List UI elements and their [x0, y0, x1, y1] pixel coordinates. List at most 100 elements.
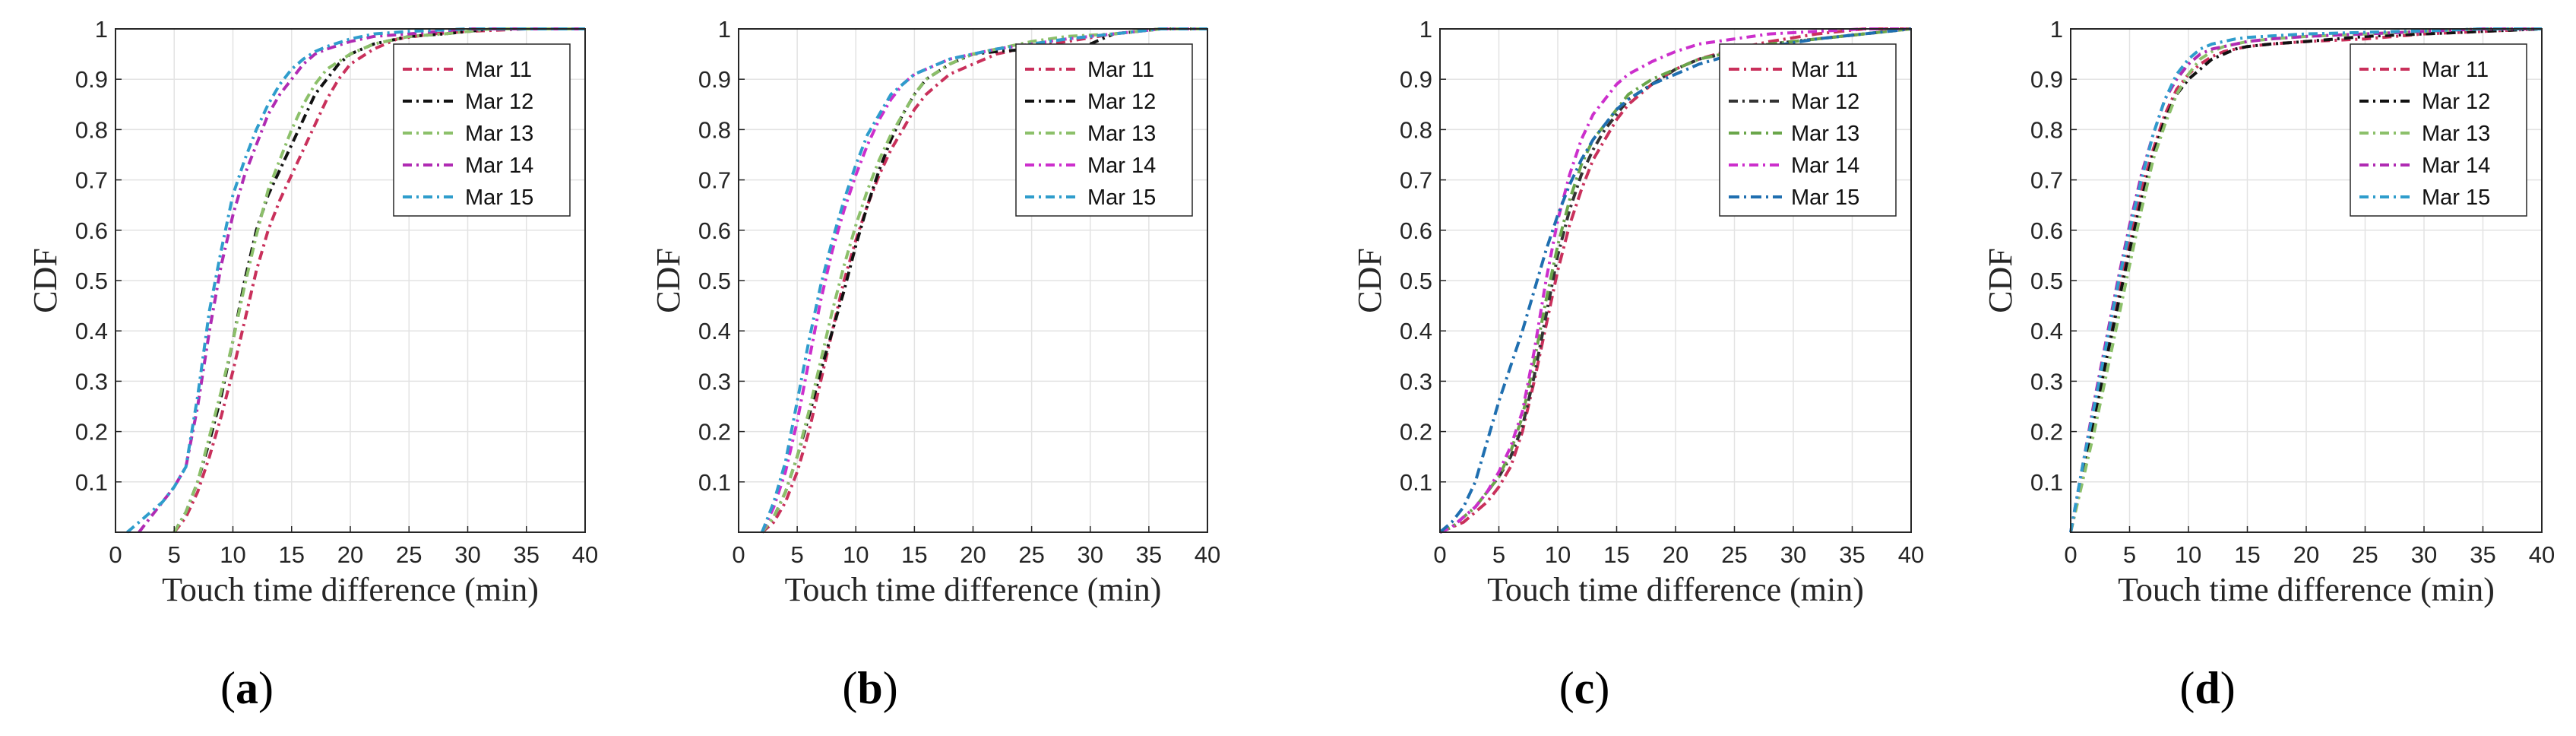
- panel-label: (b): [842, 663, 897, 713]
- y-tick-label: 0.8: [75, 116, 108, 143]
- y-tick-label: 0.3: [75, 368, 108, 395]
- panel-label: (c): [1559, 663, 1610, 713]
- x-axis-label: Touch time difference (min): [1487, 571, 1864, 608]
- legend-box: [1719, 43, 1897, 217]
- legend-entry-label: Mar 14: [2422, 154, 2490, 178]
- legend-entry-label: Mar 11: [2422, 58, 2489, 82]
- legend-box: [393, 43, 571, 217]
- legend-entry-label: Mar 13: [2422, 122, 2490, 146]
- x-tick-label: 5: [2123, 541, 2136, 568]
- y-tick-label: 0.9: [2030, 66, 2063, 93]
- y-tick-label: 0.2: [2030, 419, 2063, 446]
- chart-panel-b: 0 5 10 15 20 25 30 35 40 0.1 0.2 0.3 0.4 0.5 0.6 0.7 0.8…: [650, 16, 1220, 713]
- y-tick-label: 0.4: [698, 318, 731, 344]
- legend-entry-label: Mar 14: [465, 154, 533, 178]
- y-tick-label: 0.5: [2030, 268, 2063, 294]
- x-tick-label: 20: [2293, 541, 2319, 568]
- y-tick-label: 1: [1419, 16, 1432, 43]
- x-tick-label: 10: [2176, 541, 2201, 568]
- y-tick-label: 0.5: [1400, 268, 1432, 294]
- legend-entry-label: Mar 14: [1087, 154, 1156, 178]
- y-axis-label: CDF: [27, 248, 64, 313]
- y-tick-label: 0.2: [1400, 419, 1432, 446]
- legend: Mar 11 Mar 12 Mar 13 Mar 14 Mar 15: [1015, 43, 1193, 217]
- x-tick-label: 15: [279, 541, 305, 568]
- chart-panel-c: 0 5 10 15 20 25 30 35 40 0.1 0.2 0.3 0.4 0.5 0.6 0.7 0.8…: [1351, 16, 1924, 713]
- x-axis-label: Touch time difference (min): [785, 571, 1162, 608]
- legend-entry-label: Mar 11: [1791, 58, 1858, 82]
- x-tick-label: 15: [1603, 541, 1629, 568]
- legend-entry-label: Mar 12: [465, 90, 533, 114]
- panel-label-letter: c: [1574, 663, 1595, 713]
- legend-entry-label: Mar 12: [1087, 90, 1156, 114]
- y-tick-label: 1: [95, 16, 108, 43]
- x-tick-label: 10: [843, 541, 869, 568]
- y-tick-label: 0.4: [1400, 318, 1432, 344]
- y-tick-label: 0.4: [2030, 318, 2063, 344]
- legend-entry-label: Mar 15: [1791, 186, 1859, 210]
- series-line-mar-15: [1438, 27, 1912, 534]
- y-tick-label: 0.5: [698, 268, 731, 294]
- y-tick-label: 0.3: [1400, 368, 1432, 395]
- x-tick-label: 20: [337, 541, 363, 568]
- legend: Mar 11 Mar 12 Mar 13 Mar 14 Mar 15: [393, 43, 571, 217]
- y-tick-label: 0.8: [1400, 116, 1432, 143]
- y-tick-label: 0.5: [75, 268, 108, 294]
- chart-panel-a: 0 5 10 15 20 25 30 35 40 0.1 0.2 0.3 0.4 0.5 0.6 0.7 0.8…: [27, 16, 598, 713]
- series-line-mar-15: [126, 27, 585, 534]
- x-tick-label: 40: [1195, 541, 1220, 568]
- legend: Mar 11 Mar 12 Mar 13 Mar 14 Mar 15: [2350, 43, 2527, 217]
- y-tick-label: 0.1: [75, 469, 108, 496]
- series-line-mar-13: [2069, 27, 2542, 533]
- x-tick-label: 30: [454, 541, 480, 568]
- y-tick-label: 0.7: [698, 167, 731, 194]
- y-tick-label: 0.2: [698, 419, 731, 446]
- y-tick-label: 0.6: [698, 217, 731, 244]
- x-tick-label: 25: [1018, 541, 1044, 568]
- x-tick-label: 0: [1433, 541, 1446, 568]
- y-tick-label: 0.4: [75, 318, 108, 344]
- y-tick-label: 0.1: [1400, 469, 1432, 496]
- x-tick-label: 0: [2064, 541, 2077, 568]
- x-tick-label: 40: [572, 541, 598, 568]
- series-line-mar-14: [1439, 27, 1911, 534]
- y-tick-label: 0.7: [2030, 167, 2063, 194]
- x-tick-label: 10: [220, 541, 245, 568]
- y-tick-label: 0.1: [2030, 469, 2063, 496]
- legend-entry-label: Mar 15: [465, 186, 533, 210]
- x-tick-label: 5: [168, 541, 181, 568]
- y-tick-label: 0.1: [698, 469, 731, 496]
- x-tick-label: 35: [1839, 541, 1865, 568]
- series-line-mar-15: [761, 27, 1207, 533]
- y-axis-label: CDF: [1351, 248, 1388, 313]
- x-tick-label: 30: [2411, 541, 2437, 568]
- legend: Mar 11 Mar 12 Mar 13 Mar 14 Mar 15: [1719, 43, 1897, 217]
- panel-label: (a): [220, 663, 274, 713]
- x-tick-label: 10: [1545, 541, 1571, 568]
- y-tick-label: 0.9: [698, 66, 731, 93]
- y-tick-label: 0.7: [1400, 167, 1432, 194]
- y-tick-label: 0.8: [2030, 116, 2063, 143]
- legend-entry-label: Mar 13: [1087, 122, 1156, 146]
- y-tick-label: 0.3: [698, 368, 731, 395]
- x-tick-label: 20: [960, 541, 986, 568]
- x-tick-label: 30: [1780, 541, 1806, 568]
- y-tick-label: 0.2: [75, 419, 108, 446]
- x-tick-label: 25: [2352, 541, 2378, 568]
- y-axis-label: CDF: [650, 248, 687, 313]
- legend-entry-label: Mar 14: [1791, 154, 1859, 178]
- x-axis-label: Touch time difference (min): [162, 571, 539, 608]
- y-tick-label: 1: [718, 16, 731, 43]
- y-axis-label: CDF: [1982, 248, 2019, 313]
- x-tick-label: 15: [2234, 541, 2260, 568]
- x-tick-label: 30: [1078, 541, 1103, 568]
- x-tick-label: 35: [514, 541, 540, 568]
- chart-panel-d: 0 5 10 15 20 25 30 35 40 0.1 0.2 0.3 0.4 0.5 0.6 0.7 0.8…: [1982, 16, 2555, 713]
- x-tick-label: 0: [732, 541, 745, 568]
- x-axis-label: Touch time difference (min): [2118, 571, 2495, 608]
- y-tick-label: 0.8: [698, 116, 731, 143]
- series-line-mar-14: [2069, 27, 2542, 533]
- legend-box: [1015, 43, 1193, 217]
- x-tick-label: 35: [1136, 541, 1162, 568]
